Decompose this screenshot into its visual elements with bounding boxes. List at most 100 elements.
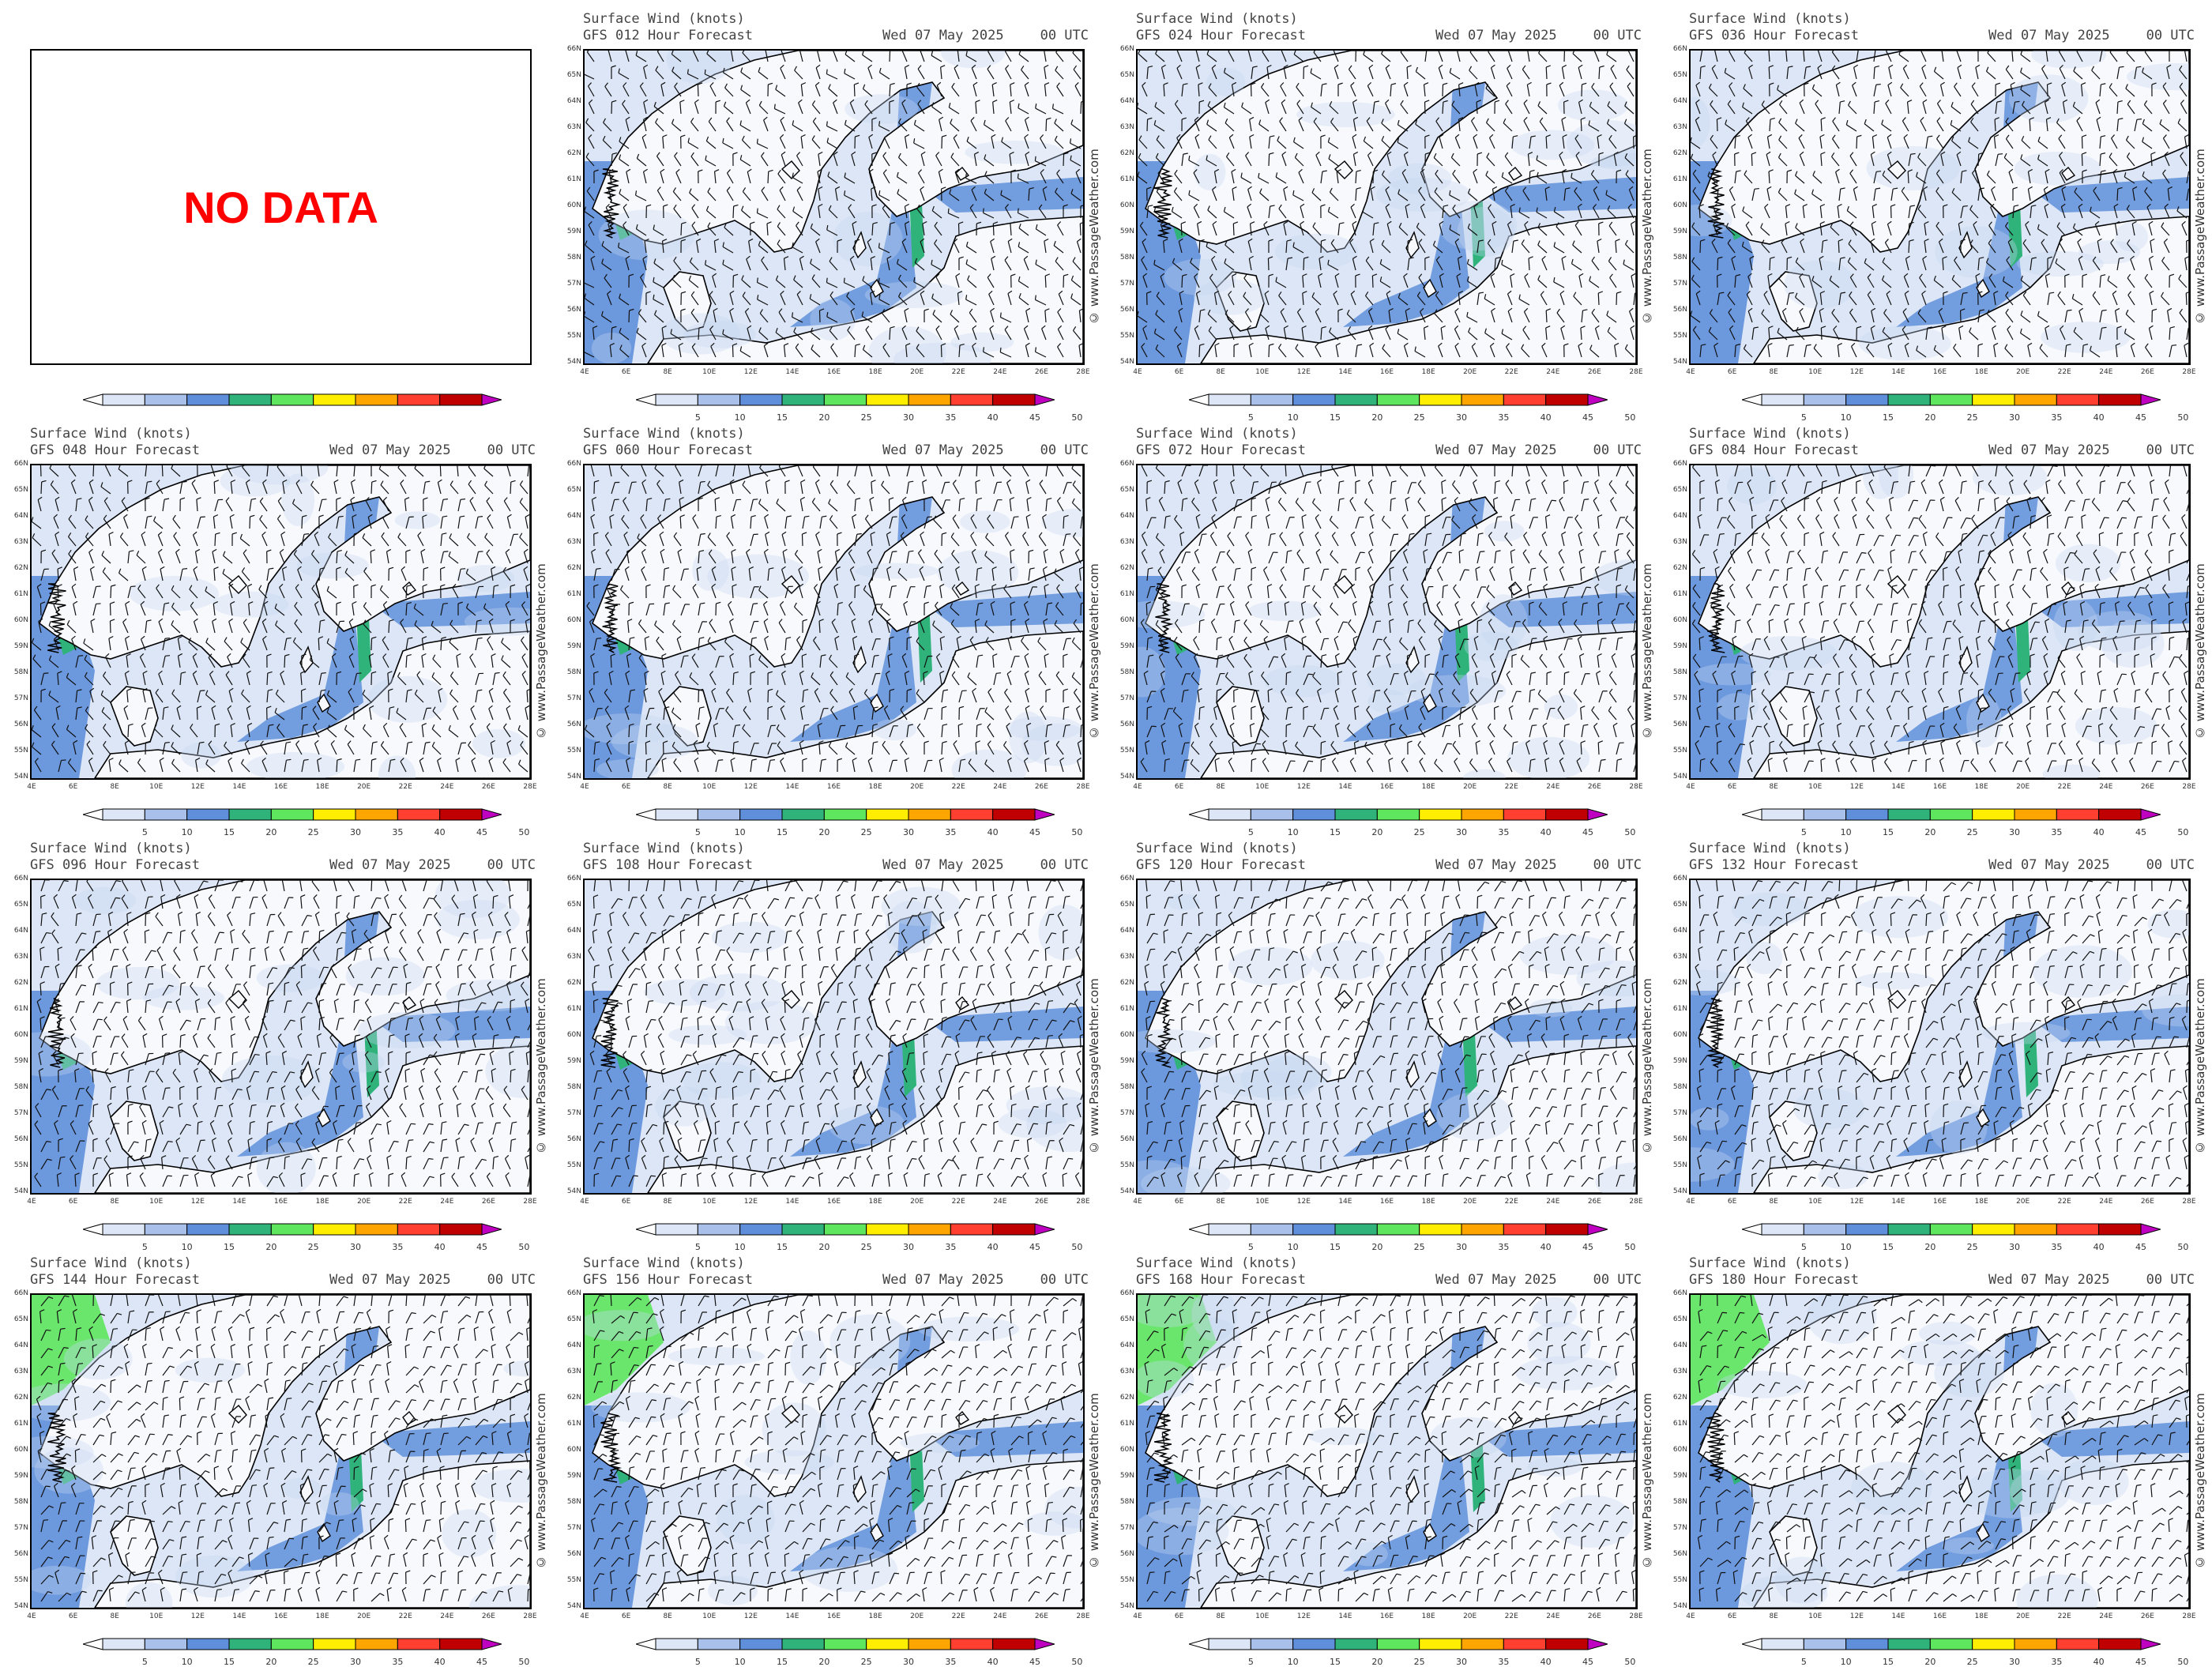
model-name: GFS xyxy=(583,28,608,43)
lat-label: 57N xyxy=(8,694,28,702)
lat-label: 58N xyxy=(1114,1083,1134,1091)
colorbar-tick: 45 xyxy=(1576,1657,1600,1667)
lon-label: 16E xyxy=(1928,368,1952,376)
lat-label: 63N xyxy=(561,953,581,961)
panel-header: Surface Wind (knots)GFS 012 Hour Forecas… xyxy=(583,11,1089,44)
lat-label: 55N xyxy=(1667,1161,1687,1169)
model-name: GFS xyxy=(1136,28,1161,43)
lon-label: 6E xyxy=(1168,1612,1191,1620)
lat-label: 62N xyxy=(8,1394,28,1402)
lat-label: 66N xyxy=(1114,875,1134,882)
lat-label: 64N xyxy=(561,97,581,105)
run-time: 00 UTC xyxy=(1593,857,1642,874)
forecast-panel-060: Surface Wind (knots)GFS 060 Hour Forecas… xyxy=(553,415,1106,830)
lon-label: 18E xyxy=(1416,1612,1440,1620)
colorbar-tick: 50 xyxy=(1065,1657,1089,1667)
lon-label: 14E xyxy=(1334,368,1357,376)
lon-label: 24E xyxy=(2094,1198,2118,1206)
lat-label: 59N xyxy=(1667,1057,1687,1065)
lat-label: 61N xyxy=(1114,590,1134,598)
panel-header: Surface Wind (knots)GFS 144 Hour Forecas… xyxy=(30,1255,536,1289)
lon-label: 16E xyxy=(1928,1612,1952,1620)
lon-label: 18E xyxy=(1969,1612,1993,1620)
lat-label: 64N xyxy=(1667,927,1687,935)
lon-label: 8E xyxy=(103,1198,126,1206)
forecast-hour-label: GFS 048 Hour Forecast xyxy=(30,442,200,459)
lat-label: 61N xyxy=(1114,175,1134,183)
colorbar-tick: 30 xyxy=(2003,1657,2026,1667)
lon-label: 16E xyxy=(822,368,846,376)
lon-label: 18E xyxy=(310,1198,334,1206)
lon-label: 14E xyxy=(781,1612,804,1620)
credit-text: © www.PassageWeather.com xyxy=(2193,1363,2212,1600)
lon-label: 10E xyxy=(145,1612,168,1620)
colorbar-tick: 20 xyxy=(259,1657,283,1667)
lat-label: 56N xyxy=(561,1550,581,1558)
colorbar-tick: 25 xyxy=(1408,1657,1431,1667)
wind-speed-colorbar xyxy=(636,807,1055,822)
panel-title: Surface Wind (knots) xyxy=(1689,11,1851,28)
wind-speed-colorbar xyxy=(1742,1222,2161,1236)
wind-speed-colorbar xyxy=(636,393,1055,407)
lon-label: 18E xyxy=(1416,368,1440,376)
lon-label: 20E xyxy=(905,368,929,376)
lat-label: 55N xyxy=(1667,747,1687,754)
lat-label: 63N xyxy=(561,123,581,131)
lon-label: 8E xyxy=(1762,1612,1785,1620)
lat-label: 65N xyxy=(1667,71,1687,79)
colorbar-tick: 50 xyxy=(512,1657,536,1667)
model-name: GFS xyxy=(1689,28,1714,43)
lat-label: 59N xyxy=(561,1472,581,1480)
wind-map-canvas xyxy=(1138,51,1636,363)
lon-label: 22E xyxy=(2052,783,2076,791)
header-title-row: Surface Wind (knots) xyxy=(1689,426,2195,442)
run-date: Wed 07 May 2025 xyxy=(329,1272,451,1289)
lat-label: 58N xyxy=(1667,1083,1687,1091)
forecast-hour-label: GFS 156 Hour Forecast xyxy=(583,1272,753,1289)
lat-label: 60N xyxy=(561,1031,581,1039)
lon-label: 22E xyxy=(946,1198,970,1206)
panel-title: Surface Wind (knots) xyxy=(583,426,745,442)
lon-label: 14E xyxy=(1334,1612,1357,1620)
lon-label: 26E xyxy=(1582,1198,1606,1206)
panel-title: Surface Wind (knots) xyxy=(1689,426,1851,442)
forecast-panel-024: Surface Wind (knots)GFS 024 Hour Forecas… xyxy=(1106,0,1659,415)
lon-label: 14E xyxy=(781,783,804,791)
lon-label: 4E xyxy=(20,783,43,791)
lon-label: 6E xyxy=(1168,783,1191,791)
run-date: Wed 07 May 2025 xyxy=(882,1272,1004,1289)
lat-label: 62N xyxy=(1114,564,1134,572)
forecast-panel-084: Surface Wind (knots)GFS 084 Hour Forecas… xyxy=(1659,415,2212,830)
wind-map xyxy=(583,49,1085,365)
lat-label: 56N xyxy=(1114,1550,1134,1558)
lat-label: 66N xyxy=(1667,460,1687,468)
lat-label: 65N xyxy=(8,901,28,909)
lon-label: 10E xyxy=(1804,1612,1827,1620)
lat-label: 54N xyxy=(8,1602,28,1610)
lat-label: 57N xyxy=(8,1524,28,1532)
lat-label: 55N xyxy=(1114,1161,1134,1169)
lon-label: 18E xyxy=(1969,1198,1993,1206)
lat-label: 63N xyxy=(8,953,28,961)
lat-label: 59N xyxy=(8,1057,28,1065)
lon-label: 8E xyxy=(1209,368,1232,376)
lat-label: 54N xyxy=(1114,773,1134,781)
lat-label: 62N xyxy=(1114,149,1134,157)
forecast-hours: 096 xyxy=(62,857,87,873)
lat-label: 58N xyxy=(8,1498,28,1506)
lon-label: 20E xyxy=(1458,783,1482,791)
lat-label: 58N xyxy=(1667,254,1687,262)
wind-map xyxy=(1689,1293,2191,1609)
lon-label: 28E xyxy=(518,1612,542,1620)
lon-label: 14E xyxy=(1334,1198,1357,1206)
panel-title: Surface Wind (knots) xyxy=(30,841,192,857)
lon-label: 6E xyxy=(62,1198,85,1206)
wind-map xyxy=(583,464,1085,780)
run-time: 00 UTC xyxy=(1593,28,1642,44)
lat-label: 54N xyxy=(561,773,581,781)
lon-label: 20E xyxy=(352,1612,376,1620)
